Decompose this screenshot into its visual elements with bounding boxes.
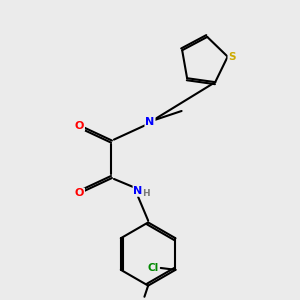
Text: N: N	[146, 117, 154, 127]
Text: Cl: Cl	[148, 263, 159, 273]
Text: O: O	[75, 188, 84, 199]
Text: O: O	[75, 121, 84, 131]
Text: H: H	[142, 189, 150, 198]
Text: N: N	[134, 186, 143, 196]
Text: S: S	[228, 52, 236, 61]
